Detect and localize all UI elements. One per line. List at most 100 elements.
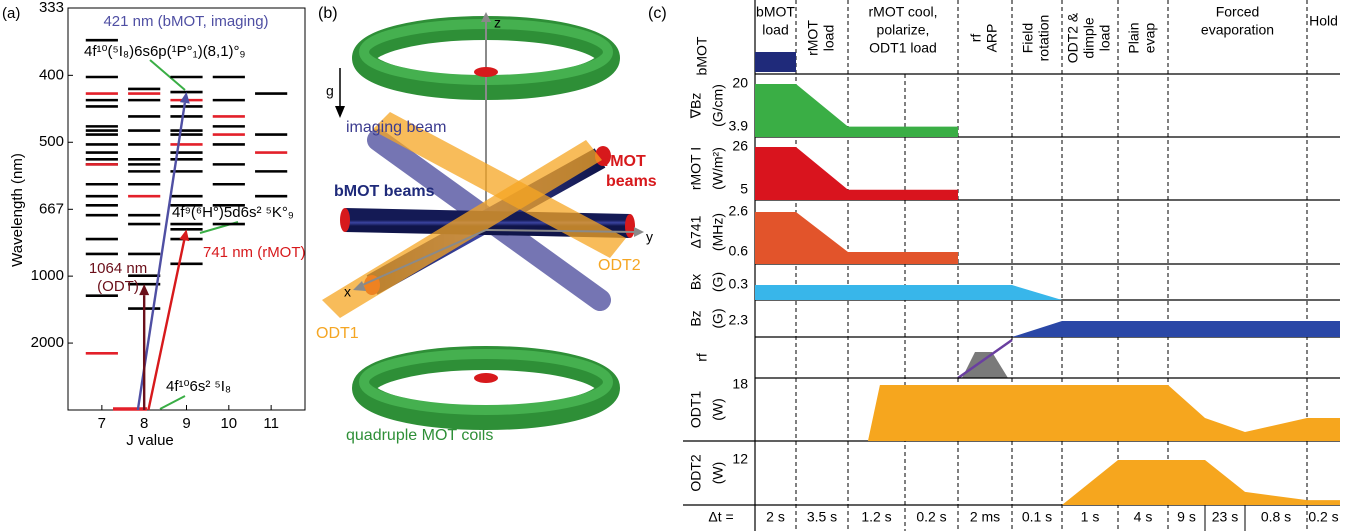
row-label: ODT2 — [688, 454, 704, 492]
x-axis — [360, 230, 486, 286]
page: { "panel_a": { "label": "(a)", "type": "… — [0, 0, 1367, 531]
y-tick-label: 333 — [39, 0, 64, 16]
phase-label: load — [821, 25, 837, 51]
phase-label: rotation — [1036, 15, 1052, 62]
row-label: bMOT — [694, 36, 710, 75]
row-unit: (W) — [710, 398, 726, 421]
y-tick-label: 20 — [732, 75, 748, 91]
row-unit: (G) — [710, 272, 726, 292]
row-label: rf — [694, 353, 710, 362]
waveform — [755, 285, 1062, 300]
state-label: 4f¹⁰(⁵I₈)6s6p(¹P°₁)(8,1)°₉ — [84, 43, 246, 60]
axis-label: z — [494, 15, 501, 31]
y-tick-label: 0.6 — [729, 243, 749, 259]
waveform — [755, 52, 796, 72]
duration: 1.2 s — [861, 509, 891, 525]
y-tick-label: 0.3 — [729, 276, 749, 292]
x-tick-label: 9 — [182, 415, 190, 432]
transition-label: 1064 nm — [89, 260, 147, 277]
y-tick-label: 12 — [732, 451, 748, 467]
state-label: 4f¹⁰6s² ⁵I₈ — [166, 378, 231, 395]
duration: 23 s — [1212, 509, 1238, 525]
row-label: Δ741 — [688, 215, 704, 248]
phase-label: polarize, — [877, 22, 930, 38]
y-tick-label: 2.3 — [729, 312, 749, 328]
transition-label: 741 nm (rMOT) — [203, 244, 306, 261]
leader-line — [160, 396, 185, 409]
x-tick-label: 7 — [98, 415, 106, 432]
row-label: ∇Bz — [688, 93, 704, 120]
imaging-label: imaging beam — [346, 119, 447, 136]
axis-arrow — [634, 227, 644, 237]
phase-label: dimple — [1081, 17, 1097, 58]
y-tick-label: 3.9 — [729, 117, 749, 133]
phase-label: Plain — [1126, 22, 1142, 53]
row-label: Bx — [688, 274, 704, 290]
x-tick-label: 8 — [140, 415, 148, 432]
panel-c: (c) Δt = — [648, 0, 1012, 531]
waveform — [755, 84, 958, 137]
rmot-beam-end — [474, 67, 498, 77]
duration: 4 s — [1134, 509, 1153, 525]
row-label: rMOT I — [688, 147, 704, 190]
y-tick-label: 18 — [732, 376, 748, 392]
panel-a: (a) Wavelength (nm) J value 4f¹⁰(⁵I₈)6s6… — [2, 0, 306, 449]
phase-label: evap — [1142, 23, 1158, 54]
waveform — [755, 147, 958, 200]
odt1-label: ODT1 — [316, 325, 359, 342]
duration: 3.5 s — [807, 509, 837, 525]
rmot-beam-end — [340, 208, 350, 232]
rmot-beam-end — [474, 373, 498, 383]
duration: 0.2 s — [1308, 509, 1338, 525]
row-unit: (W) — [710, 462, 726, 485]
phase-label: evaporation — [1201, 22, 1274, 38]
panel-label: (b) — [318, 5, 338, 22]
y-tick-label: 667 — [39, 200, 64, 217]
gravity-label: g — [326, 83, 334, 99]
waveform — [1012, 321, 1340, 337]
y-tick-label: 2.6 — [729, 203, 749, 219]
phase-label: rMOT cool, — [869, 4, 938, 20]
y-tick-label: 400 — [39, 66, 64, 83]
duration: 2 s — [766, 509, 785, 525]
row-label: Bz — [688, 310, 704, 326]
y-tick-label: 5 — [740, 181, 748, 197]
phase-label: Field — [1020, 23, 1036, 53]
waveform — [868, 385, 1340, 441]
transition-label: 421 nm (bMOT, imaging) — [103, 13, 268, 30]
phase-label: ARP — [984, 24, 1000, 53]
rmot-beam-end — [625, 214, 635, 238]
duration-label: Δt = — [708, 509, 733, 525]
phase-label: rMOT — [805, 20, 821, 56]
arrow-head — [180, 92, 190, 104]
figure: (a) Wavelength (nm) J value 4f¹⁰(⁵I₈)6s6… — [0, 0, 1367, 531]
row-unit: (G/cm) — [710, 84, 726, 127]
rmot-label: rMOT — [604, 153, 646, 170]
y-tick-label: 26 — [732, 138, 748, 154]
waveform — [755, 212, 958, 264]
transition-label: (ODT) — [97, 278, 139, 295]
panel-label: (c) — [648, 5, 667, 22]
panel-label: (a) — [2, 5, 20, 22]
row-unit: (MHz) — [710, 213, 726, 251]
y-tick-label: 1000 — [31, 267, 64, 284]
row-label: ODT1 — [688, 391, 704, 429]
phase-label: ODT1 load — [869, 40, 937, 56]
gravity-arrow-head — [335, 106, 345, 118]
phase-label: load — [1097, 25, 1113, 51]
duration: 1 s — [1081, 509, 1100, 525]
row-unit: (W/m²) — [710, 147, 726, 190]
arrow-head — [179, 229, 189, 241]
bmot-label: bMOT beams — [334, 183, 435, 200]
rf-pulse — [962, 352, 1008, 378]
arrow-head — [139, 284, 149, 295]
duration: 0.2 s — [916, 509, 946, 525]
phase-label: Hold — [1309, 13, 1338, 29]
odt2-label: ODT2 — [598, 257, 641, 274]
axis-label: x — [344, 284, 351, 300]
duration: 0.1 s — [1022, 509, 1052, 525]
leader-line — [150, 60, 185, 90]
rmot-label: beams — [606, 173, 657, 190]
x-tick-label: 11 — [263, 415, 279, 432]
axis-label: y — [646, 229, 653, 245]
